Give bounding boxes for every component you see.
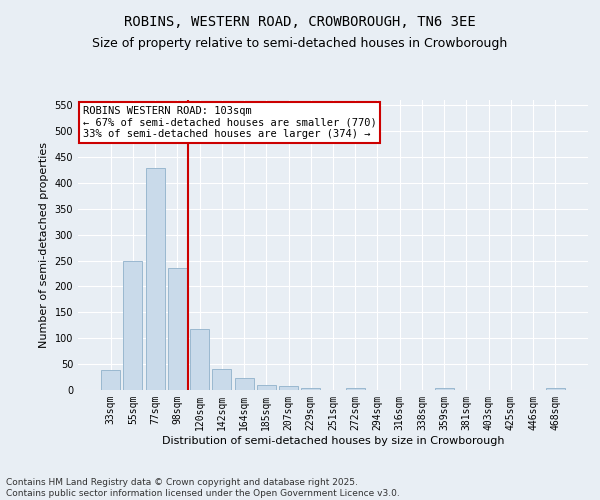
Bar [168, 268, 187, 390]
Bar [190, 329, 209, 390]
Bar [235, 378, 254, 390]
Bar [279, 386, 298, 390]
Bar [146, 168, 164, 390]
Text: Contains HM Land Registry data © Crown copyright and database right 2025.
Contai: Contains HM Land Registry data © Crown c… [6, 478, 400, 498]
Text: Size of property relative to semi-detached houses in Crowborough: Size of property relative to semi-detach… [92, 38, 508, 51]
Text: ROBINS WESTERN ROAD: 103sqm
← 67% of semi-detached houses are smaller (770)
33% : ROBINS WESTERN ROAD: 103sqm ← 67% of sem… [83, 106, 377, 139]
Bar [257, 386, 276, 390]
Text: ROBINS, WESTERN ROAD, CROWBOROUGH, TN6 3EE: ROBINS, WESTERN ROAD, CROWBOROUGH, TN6 3… [124, 15, 476, 29]
Bar [212, 370, 231, 390]
Bar [546, 388, 565, 390]
Bar [301, 388, 320, 390]
Bar [124, 260, 142, 390]
Bar [346, 388, 365, 390]
Y-axis label: Number of semi-detached properties: Number of semi-detached properties [39, 142, 49, 348]
Bar [435, 388, 454, 390]
Bar [101, 370, 120, 390]
X-axis label: Distribution of semi-detached houses by size in Crowborough: Distribution of semi-detached houses by … [162, 436, 504, 446]
